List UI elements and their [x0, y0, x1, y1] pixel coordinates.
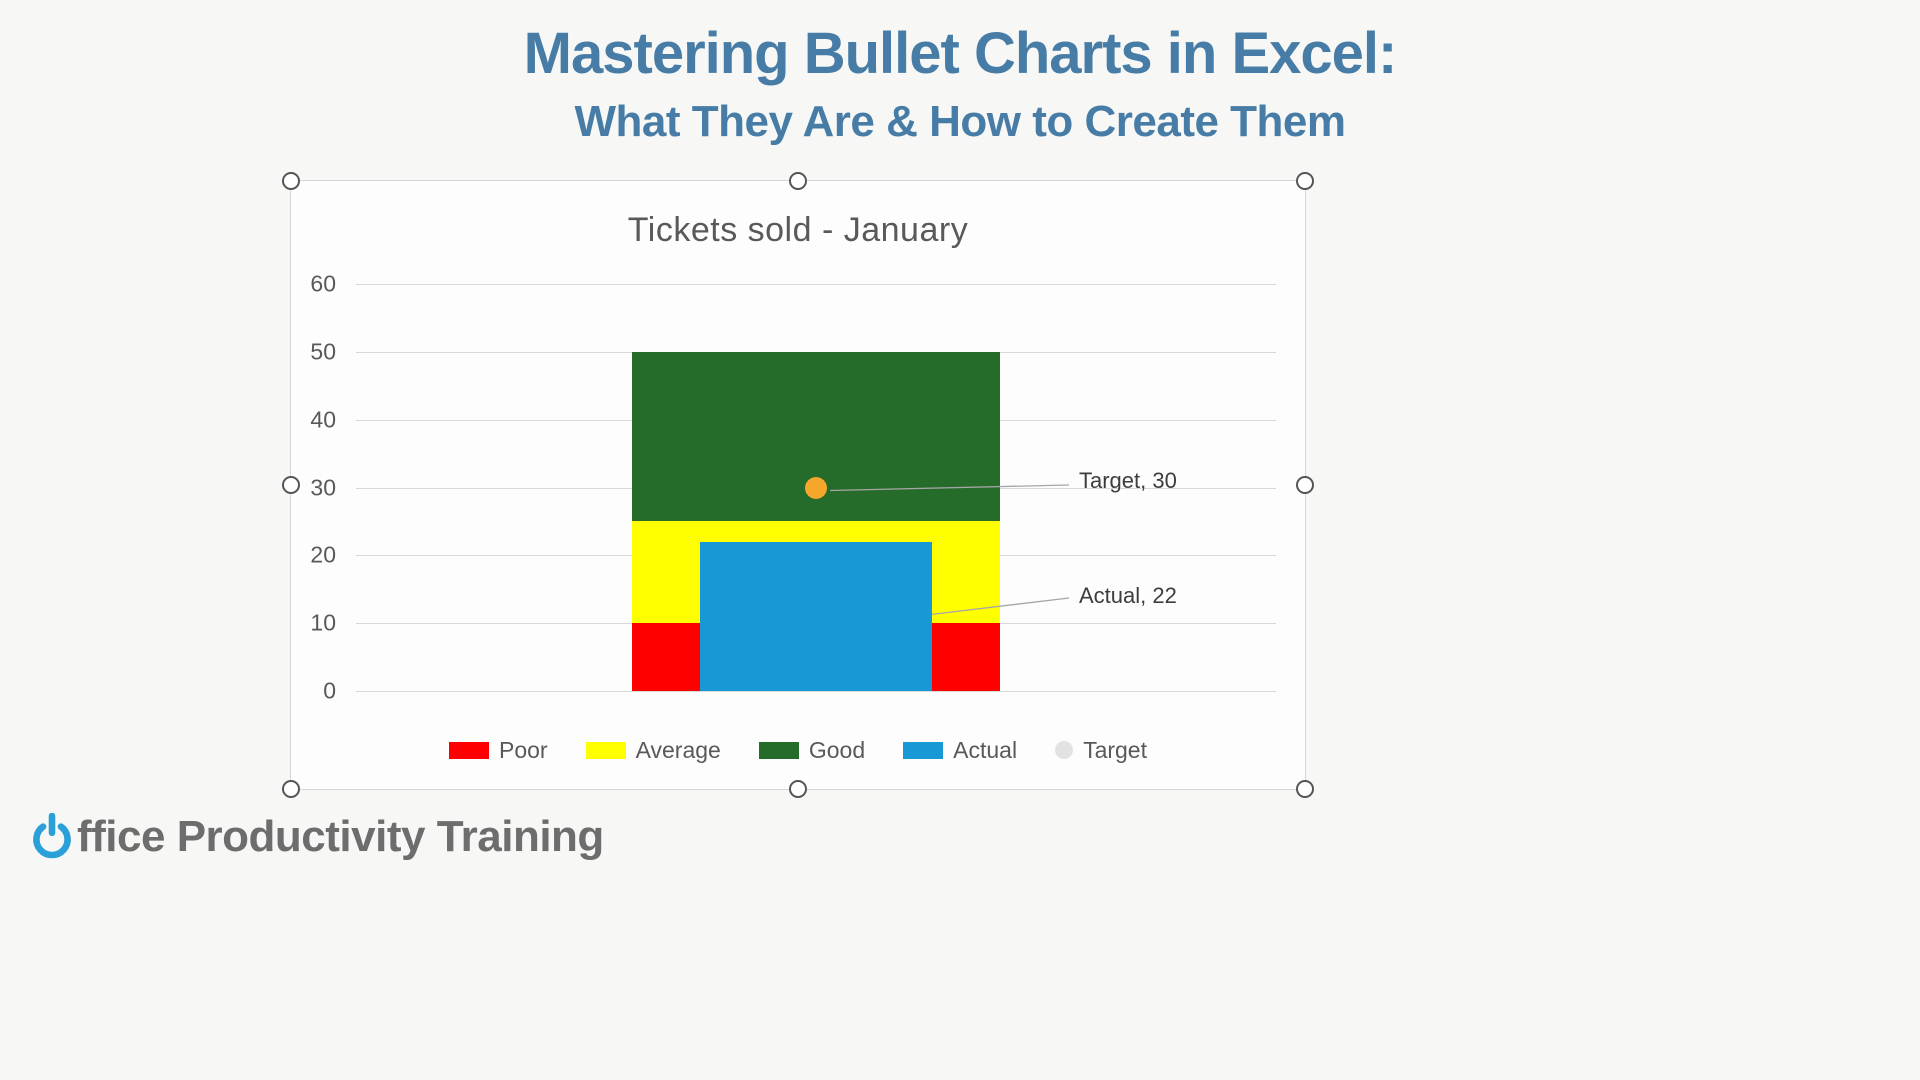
legend-label: Actual [953, 736, 1018, 763]
selection-handle-bottom-middle[interactable] [789, 780, 807, 798]
actual-bar[interactable] [700, 541, 932, 691]
power-icon [33, 813, 71, 859]
y-axis-tick-label[interactable]: 0 [323, 677, 336, 704]
selection-handle-top-right[interactable] [1296, 172, 1314, 190]
y-axis-tick-label[interactable]: 20 [310, 541, 336, 568]
selection-handle-top-left[interactable] [282, 172, 300, 190]
y-axis-tick-label[interactable]: 60 [310, 270, 336, 297]
y-axis-tick-label[interactable]: 40 [310, 406, 336, 433]
legend-label: Target [1083, 736, 1147, 763]
legend-item-good[interactable]: Good [758, 736, 866, 764]
actual-data-label[interactable]: Actual, 22 [1079, 583, 1177, 608]
chart-title[interactable]: Tickets sold - January [627, 211, 969, 249]
page-title-line2: What They Are & How to Create Them [574, 97, 1346, 146]
excel-chart[interactable]: Tickets sold - January 0 10 20 30 40 50 60 Targ… [282, 172, 1314, 798]
selection-handle-bottom-left[interactable] [282, 780, 300, 798]
y-axis-tick-label[interactable]: 50 [310, 338, 336, 365]
legend-item-average[interactable]: Average [585, 736, 721, 764]
legend-swatch-target [1055, 741, 1074, 759]
selection-handle-bottom-right[interactable] [1296, 780, 1314, 798]
target-data-label[interactable]: Target, 30 [1079, 468, 1177, 493]
brand-text: ffice Productivity Training [77, 812, 604, 861]
legend-label: Good [808, 736, 866, 763]
legend-swatch-poor [449, 741, 489, 759]
page-title-line1: Mastering Bullet Charts in Excel: [523, 21, 1398, 86]
gridline [356, 691, 1276, 692]
selection-handle-middle-right[interactable] [1296, 476, 1314, 494]
legend-swatch-average [585, 741, 626, 759]
legend-label: Poor [499, 736, 548, 763]
legend-item-target[interactable]: Target [1055, 737, 1147, 764]
y-axis-tick-label[interactable]: 30 [310, 474, 336, 500]
plot-area: 0 10 20 30 40 50 60 Target, 30 Actual, 22 [291, 181, 1305, 789]
gridline [356, 284, 1276, 285]
selection-handle-middle-left[interactable] [282, 476, 300, 494]
selection-handle-top-middle[interactable] [789, 172, 807, 190]
legend-item-actual[interactable]: Actual [903, 737, 1017, 764]
brand-footer: ffice Productivity Training [28, 812, 604, 862]
legend-swatch-actual [903, 741, 944, 759]
legend-label: Average [635, 736, 721, 763]
legend-swatch-good [758, 741, 799, 759]
header: Mastering Bullet Charts in Excel: What T… [0, 20, 1920, 147]
target-marker[interactable] [805, 476, 827, 499]
chart-legend: Poor Average Good Actual Target [291, 734, 1305, 766]
legend-item-poor[interactable]: Poor [449, 737, 548, 764]
y-axis-tick-label[interactable]: 10 [310, 609, 336, 636]
